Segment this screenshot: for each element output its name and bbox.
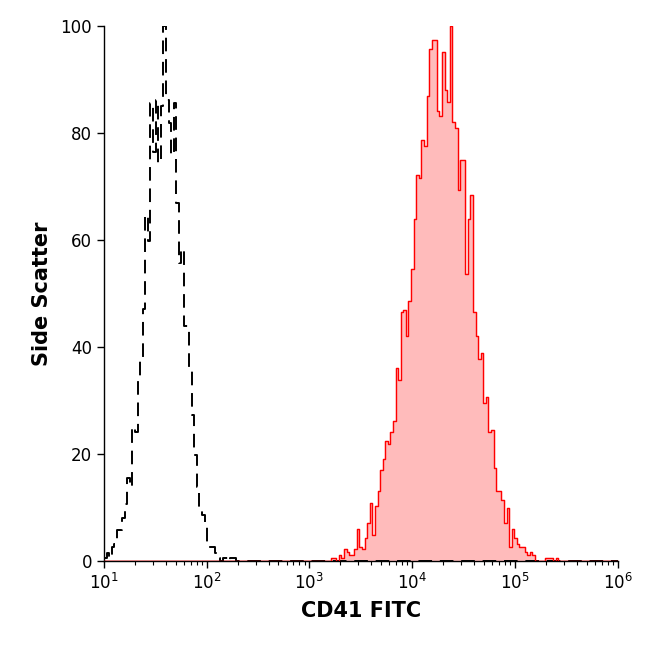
Y-axis label: Side Scatter: Side Scatter [32, 221, 52, 366]
X-axis label: CD41 FITC: CD41 FITC [301, 601, 421, 621]
